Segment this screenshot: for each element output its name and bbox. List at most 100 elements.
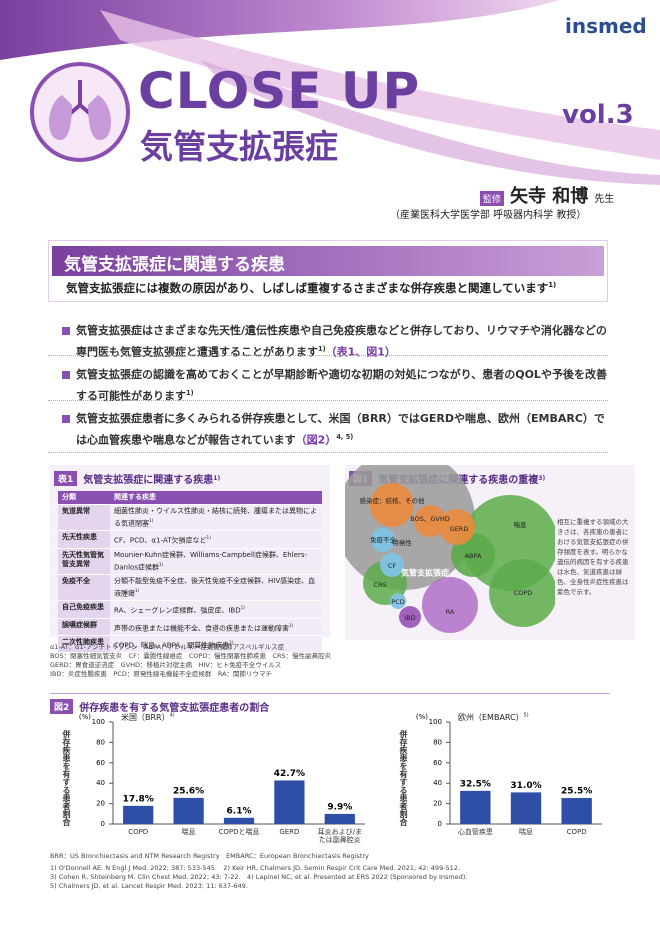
table-row: 先天性疾患 CF、PCD、α1-AT欠損症など1) [58, 530, 322, 549]
link: （図2） [295, 433, 337, 447]
bubble-label: CF [388, 562, 397, 570]
bubble-label: PCD [391, 598, 404, 606]
bubble [422, 577, 478, 633]
y-tick-label: 60 [433, 759, 442, 767]
bubble-label: 気管支拡張症 [401, 568, 449, 578]
value-label: 31.0% [510, 781, 541, 791]
cell-text: 細菌性肺炎・ウイルス性肺炎・結核に続発、腫瘍または異物による気道閉塞 [114, 507, 317, 528]
cell-text: 声帯の疾患または機能不全、食道の疾患または運動障害 [114, 623, 289, 632]
table-row: 自己免疫疾患 RA、シェーグレン症候群、強皮症、IBD1) [58, 600, 322, 619]
affiliation: （産業医科大学医学部 呼吸器内科学 教授） [390, 210, 587, 221]
chart-title: 欧州（EMBARC）5) [458, 712, 529, 723]
row-diseases: COPD、喘息、ABPA、間質性肺疾患2) [110, 635, 322, 654]
abbreviation: α1-AT：α1-アンチトリプシン ABPA：アレルギー性気管支肺アスペルギルス… [50, 643, 285, 651]
x-tick-label: COPDと喘息 [218, 828, 260, 836]
row-diseases: 声帯の疾患または機能不全、食道の疾患または運動障害1) [110, 618, 322, 636]
supervisor-label: 監修 [480, 191, 505, 206]
row-diseases: Mounier-Kuhn症候群、Williams-Campbell症候群、Ehl… [110, 548, 322, 575]
y-tick-label: 40 [96, 779, 105, 787]
bar [510, 792, 542, 824]
ref: 1) [135, 587, 140, 593]
y-unit: (%) [416, 713, 428, 721]
y-tick-label: 20 [433, 800, 442, 808]
bullet-text: 気管支拡張症患者に多くみられる併存疾患として、米国（BRR）ではGERDや喘息、… [76, 412, 605, 447]
value-label: 17.8% [123, 794, 154, 804]
divider [48, 452, 608, 453]
x-tick-label: 喘息 [518, 828, 533, 836]
bar [460, 790, 491, 824]
ref: 2) [229, 639, 234, 645]
bubble-label: 免疫不全 [370, 535, 397, 544]
bubble [489, 559, 555, 627]
figure2-box: 図2 併存疾患を有する気管支拡張症患者の割合 [50, 693, 610, 848]
ref: 1) [548, 281, 557, 290]
footer-abbreviations: BRR：US Bronchiectasis and NTM Research R… [50, 852, 369, 860]
table: 分類 関連する疾患 気道異常 細菌性肺炎・ウイルス性肺炎・結核に続発、腫瘍または異物に… [58, 491, 322, 654]
abbreviation: GERD：胃食道逆流症 GVHD：移植片対宿主病 HIV：ヒト免疫不全ウイルス [50, 661, 282, 669]
bubble-label: BOS、GVHD [410, 515, 449, 523]
bubble-label: IBD [404, 614, 415, 622]
row-category: 気道異常 [58, 504, 110, 532]
table-row: 免疫不全 分類不能型免疫不全症、後天性免疫不全症候群、HIV感染症、血液腫瘍1) [58, 574, 322, 602]
ref: 1) [213, 474, 221, 482]
bubble [370, 483, 414, 527]
cell-text: CF、PCD、α1-AT欠損症など [114, 536, 207, 545]
value-label: 9.9% [327, 802, 352, 812]
table-title: 気管支拡張症に関連する疾患 [83, 474, 214, 486]
bubble [399, 606, 421, 628]
chart-title-text: 米国（BRR） [121, 713, 170, 722]
bubble-label: GERD [450, 525, 469, 533]
table-row: 誤嚥症候群 声帯の疾患または機能不全、食道の疾患または運動障害1) [58, 618, 322, 636]
bar [274, 780, 305, 824]
chart-title-text: 欧州（EMBARC） [458, 713, 524, 722]
link: （表1、図1） [325, 345, 396, 359]
bubble-label: RA [446, 608, 455, 616]
value-label: 25.6% [173, 786, 204, 796]
divider [48, 400, 608, 401]
bubble [439, 509, 475, 545]
supervisor-name: 矢寺 和博 [510, 186, 589, 207]
bar [123, 805, 154, 824]
bullet: 気管支拡張症患者に多くみられる併存疾患として、米国（BRR）ではGERDや喘息、… [62, 410, 612, 450]
row-category: 免疫不全 [58, 574, 110, 602]
chart-wrap: (%) 0 20 40 60 80 100 32.5% 31.0% 25.5% 欧州（EMBARC）… [392, 712, 612, 850]
reference: 5) Chalmers JD, et al. Lancet Respir Med… [50, 882, 248, 890]
volume: vol.3 [562, 100, 634, 130]
row-category: 誤嚥症候群 [58, 618, 110, 636]
ref: 4, 5) [336, 433, 354, 441]
table-label: 表1 [54, 470, 78, 486]
row-diseases: CF、PCD、α1-AT欠損症など1) [110, 530, 322, 549]
chart-wrap: (%) 0 20 40 60 80 100 17.8% 25.6% 6.1% 42.7% 9.9% 米国… [55, 712, 375, 850]
reference: 3) Cohen R, Shteinberg M. Clin Chest Med… [50, 873, 468, 881]
bar [324, 813, 355, 824]
bubble-label: 感染症：結核、その他 [360, 496, 426, 505]
y-unit: (%) [79, 713, 91, 721]
x-tick-label: GERD [279, 828, 300, 836]
ref: 1) [206, 535, 211, 541]
section-lead: 気管支拡張症には複数の原因があり、しばしば重複するさまざまな併存疾患と関連してい… [66, 280, 556, 296]
bar-chart: (%) 0 20 40 60 80 100 17.8% 25.6% 6.1% 42.7% 9.9% [79, 713, 365, 828]
bubble [371, 528, 395, 552]
cell-text: 分類不能型免疫不全症、後天性免疫不全症候群、HIV感染症、血液腫瘍 [114, 576, 316, 598]
ref: 1) [149, 518, 154, 523]
y-axis-title: 併存疾患を有する患者割合 [399, 730, 408, 826]
figure1-caption: 相互に重複する領域の大きさは、各疾患の患者における気管支拡張症の併存頻度を表す。… [557, 518, 629, 596]
table-head: 表1 気管支拡張症に関連する疾患 1) [54, 469, 220, 487]
ref: 1) [186, 389, 194, 397]
title: CLOSE UP [138, 62, 421, 120]
ref: 1) [159, 561, 164, 567]
row-category: 先天性疾患 [58, 530, 110, 549]
y-tick-label: 80 [96, 738, 105, 746]
ref: 4) [169, 713, 175, 719]
abbreviation: BOS：閉塞性細気管支炎 CF：嚢胞性線維症 COPD：慢性閉塞性肺疾患 CRS… [50, 652, 332, 660]
y-tick-label: 20 [96, 800, 105, 808]
y-tick-label: 100 [429, 718, 442, 726]
divider [48, 355, 608, 356]
header-art [0, 0, 660, 185]
section-title: 気管支拡張症に関連する疾患 [52, 246, 604, 276]
abbreviation: IBD：炎症性腸疾患 PCD：原発性線毛機能不全症候群 RA：関節リウマチ [50, 670, 273, 678]
ref: 1) [240, 605, 245, 611]
bubble-label: CRS [373, 581, 386, 589]
